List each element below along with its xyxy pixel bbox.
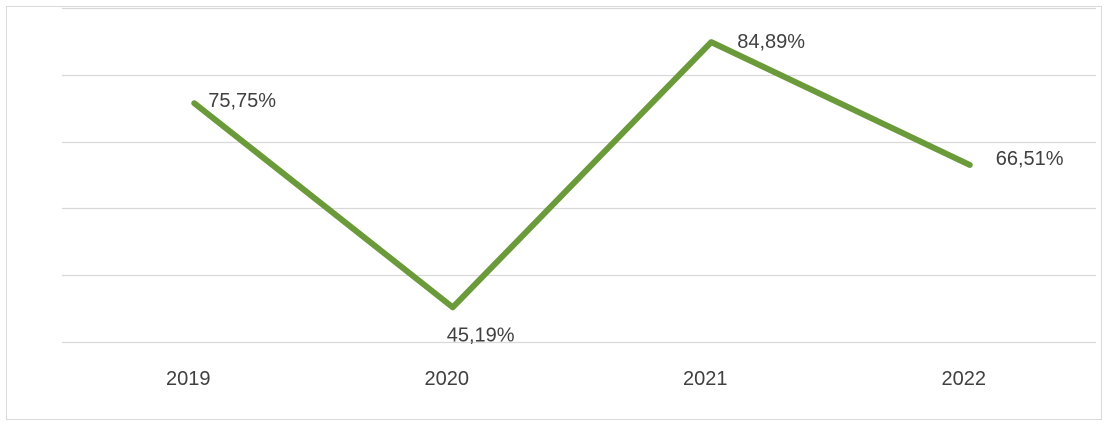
- data-label: 75,75%: [208, 90, 276, 112]
- data-label: 84,89%: [737, 31, 805, 53]
- x-tick-label: 2019: [166, 368, 211, 390]
- x-tick-label: 2020: [425, 368, 470, 390]
- series-layer: [191, 39, 973, 311]
- data-label: 66,51%: [996, 148, 1064, 170]
- x-axis: 2019 2020 2021 2022: [166, 368, 986, 390]
- series-line: [191, 39, 973, 311]
- x-tick-label: 2022: [942, 368, 987, 390]
- data-label-layer: 75,75% 45,19% 84,89% 66,51%: [208, 31, 1064, 346]
- x-tick-label: 2021: [683, 368, 728, 390]
- grid-layer: [62, 7, 1096, 344]
- data-label: 45,19%: [447, 324, 515, 346]
